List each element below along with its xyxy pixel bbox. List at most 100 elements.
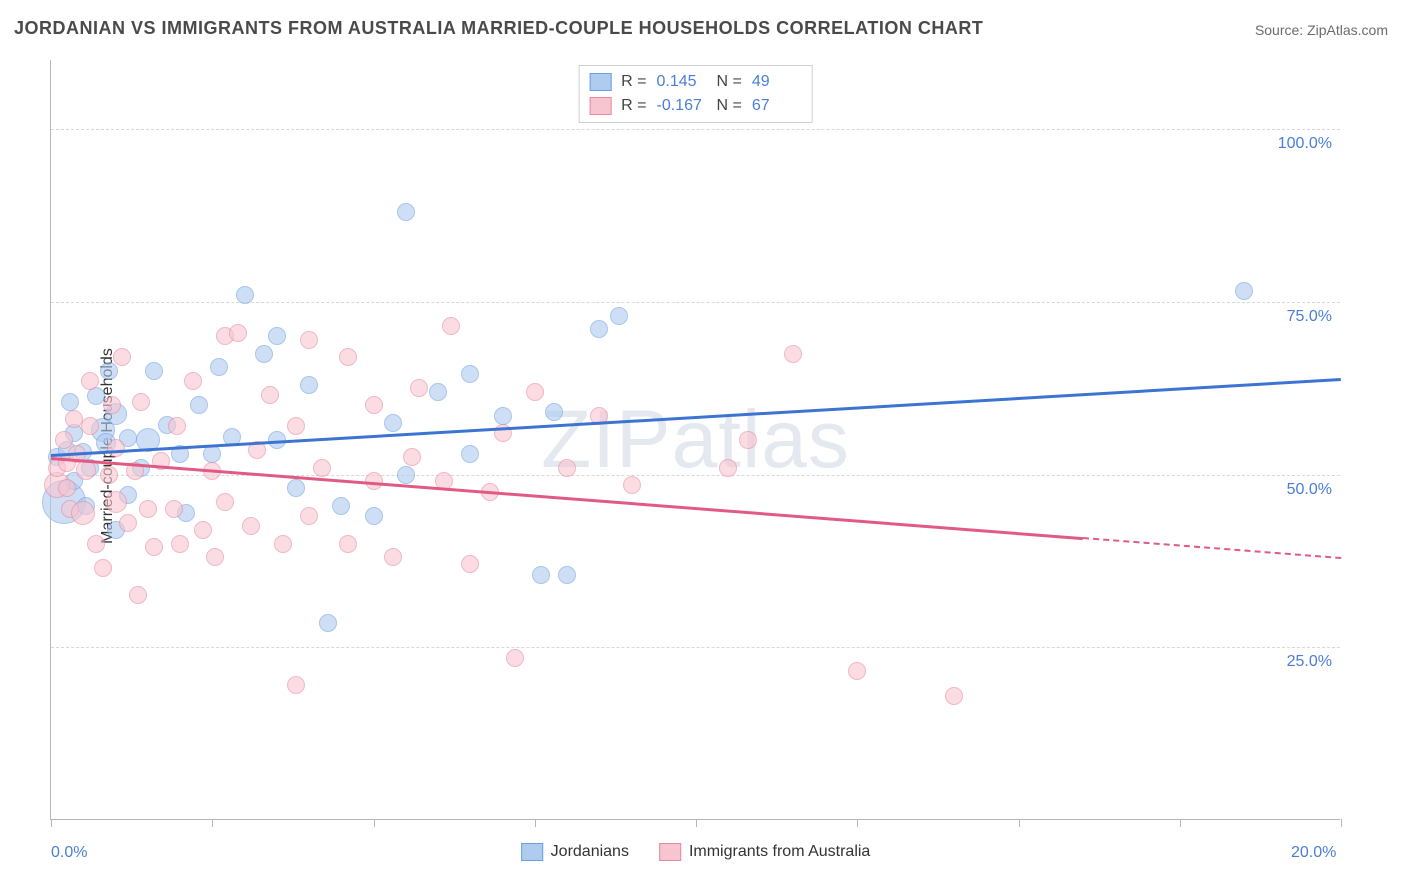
legend-item: Immigrants from Australia xyxy=(659,843,870,861)
data-point xyxy=(105,491,127,513)
x-axis-label: 0.0% xyxy=(51,844,87,862)
data-point xyxy=(397,203,415,221)
data-point xyxy=(719,459,737,477)
data-point xyxy=(332,497,350,515)
data-point xyxy=(216,493,234,511)
data-point xyxy=(113,348,131,366)
legend-row: R = -0.167 N = 67 xyxy=(589,94,802,118)
legend-item: Jordanians xyxy=(521,843,629,861)
data-point xyxy=(429,383,447,401)
data-point xyxy=(506,649,524,667)
legend-n-label: N = xyxy=(717,97,742,115)
legend-row: R = 0.145 N = 49 xyxy=(589,70,802,94)
data-point xyxy=(190,396,208,414)
data-point xyxy=(384,414,402,432)
plot-area: ZIPatlas R = 0.145 N = 49 R = -0.167 N =… xyxy=(50,60,1340,820)
trend-line xyxy=(51,378,1341,456)
data-point xyxy=(107,439,125,457)
x-tick xyxy=(535,819,536,827)
data-point xyxy=(165,500,183,518)
data-point xyxy=(300,331,318,349)
data-point xyxy=(410,379,428,397)
x-tick xyxy=(1341,819,1342,827)
data-point xyxy=(339,348,357,366)
data-point xyxy=(94,559,112,577)
watermark-text: ZIPatlas xyxy=(541,393,850,487)
data-point xyxy=(287,479,305,497)
legend-series: Jordanians Immigrants from Australia xyxy=(521,843,871,861)
data-point xyxy=(558,459,576,477)
data-point xyxy=(100,466,118,484)
data-point xyxy=(261,386,279,404)
data-point xyxy=(397,466,415,484)
data-point xyxy=(945,687,963,705)
legend-r-value: -0.167 xyxy=(657,97,707,115)
source-name: ZipAtlas.com xyxy=(1307,22,1388,38)
x-tick xyxy=(212,819,213,827)
data-point xyxy=(287,676,305,694)
data-point xyxy=(300,507,318,525)
data-point xyxy=(461,365,479,383)
legend-swatch xyxy=(589,73,611,91)
legend-n-label: N = xyxy=(717,73,742,91)
data-point xyxy=(100,362,118,380)
y-tick-label: 75.0% xyxy=(1287,308,1332,326)
data-point xyxy=(784,345,802,363)
data-point xyxy=(461,555,479,573)
data-point xyxy=(590,320,608,338)
data-point xyxy=(236,286,254,304)
data-point xyxy=(274,535,292,553)
data-point xyxy=(184,372,202,390)
x-tick xyxy=(1019,819,1020,827)
chart-title: JORDANIAN VS IMMIGRANTS FROM AUSTRALIA M… xyxy=(14,18,983,39)
data-point xyxy=(558,566,576,584)
source-attribution: Source: ZipAtlas.com xyxy=(1255,22,1388,38)
data-point xyxy=(526,383,544,401)
y-gridline xyxy=(51,475,1340,476)
data-point xyxy=(494,407,512,425)
x-axis-label: 20.0% xyxy=(1291,844,1336,862)
data-point xyxy=(210,358,228,376)
data-point xyxy=(365,507,383,525)
legend-r-value: 0.145 xyxy=(657,73,707,91)
data-point xyxy=(242,517,260,535)
legend-swatch xyxy=(589,97,611,115)
data-point xyxy=(129,586,147,604)
y-gridline xyxy=(51,647,1340,648)
data-point xyxy=(1235,282,1253,300)
legend-n-value: 67 xyxy=(752,97,802,115)
data-point xyxy=(87,535,105,553)
data-point xyxy=(287,417,305,435)
x-tick xyxy=(51,819,52,827)
data-point xyxy=(532,566,550,584)
y-tick-label: 50.0% xyxy=(1287,481,1332,499)
data-point xyxy=(739,431,757,449)
data-point xyxy=(119,514,137,532)
data-point xyxy=(203,445,221,463)
data-point xyxy=(206,548,224,566)
data-point xyxy=(81,372,99,390)
legend-label: Immigrants from Australia xyxy=(689,843,870,861)
data-point xyxy=(255,345,273,363)
data-point xyxy=(545,403,563,421)
data-point xyxy=(194,521,212,539)
legend-r-label: R = xyxy=(621,73,646,91)
data-point xyxy=(103,396,121,414)
source-prefix: Source: xyxy=(1255,22,1307,38)
data-point xyxy=(319,614,337,632)
y-tick-label: 100.0% xyxy=(1278,135,1332,153)
x-tick xyxy=(374,819,375,827)
legend-swatch xyxy=(659,843,681,861)
data-point xyxy=(71,501,95,525)
data-point xyxy=(384,548,402,566)
data-point xyxy=(610,307,628,325)
data-point xyxy=(442,317,460,335)
data-point xyxy=(145,362,163,380)
chart-container: JORDANIAN VS IMMIGRANTS FROM AUSTRALIA M… xyxy=(0,0,1406,892)
legend-correlation: R = 0.145 N = 49 R = -0.167 N = 67 xyxy=(578,65,813,123)
data-point xyxy=(339,535,357,553)
data-point xyxy=(58,479,76,497)
data-point xyxy=(61,393,79,411)
y-tick-label: 25.0% xyxy=(1287,653,1332,671)
x-tick xyxy=(1180,819,1181,827)
